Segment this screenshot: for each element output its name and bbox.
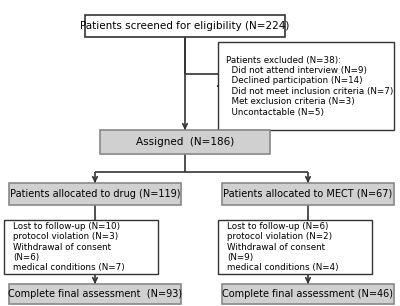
Text: Patients allocated to MECT (N=67): Patients allocated to MECT (N=67) bbox=[223, 189, 393, 199]
Text: Patients excluded (N=38):
  Did not attend interview (N=9)
  Declined participat: Patients excluded (N=38): Did not attend… bbox=[226, 55, 393, 117]
FancyBboxPatch shape bbox=[9, 183, 181, 205]
Text: Lost to follow-up (N=6)
protocol violation (N=2)
Withdrawal of consent
(N=9)
med: Lost to follow-up (N=6) protocol violati… bbox=[227, 222, 339, 272]
FancyBboxPatch shape bbox=[9, 284, 181, 304]
FancyBboxPatch shape bbox=[218, 220, 372, 274]
FancyBboxPatch shape bbox=[222, 183, 394, 205]
FancyBboxPatch shape bbox=[4, 220, 158, 274]
FancyBboxPatch shape bbox=[222, 284, 394, 304]
Text: Assigned  (N=186): Assigned (N=186) bbox=[136, 137, 234, 147]
Text: Lost to follow-up (N=10)
protocol violation (N=3)
Withdrawal of consent
(N=6)
me: Lost to follow-up (N=10) protocol violat… bbox=[13, 222, 125, 272]
Text: Patients screened for eligibility (N=224): Patients screened for eligibility (N=224… bbox=[80, 21, 290, 31]
FancyBboxPatch shape bbox=[100, 130, 270, 154]
Text: Complete final assessment (N=46): Complete final assessment (N=46) bbox=[222, 289, 394, 299]
FancyBboxPatch shape bbox=[85, 15, 285, 37]
FancyBboxPatch shape bbox=[218, 42, 394, 130]
Text: Complete final assessment  (N=93): Complete final assessment (N=93) bbox=[8, 289, 182, 299]
Text: Patients allocated to drug (N=119): Patients allocated to drug (N=119) bbox=[10, 189, 180, 199]
